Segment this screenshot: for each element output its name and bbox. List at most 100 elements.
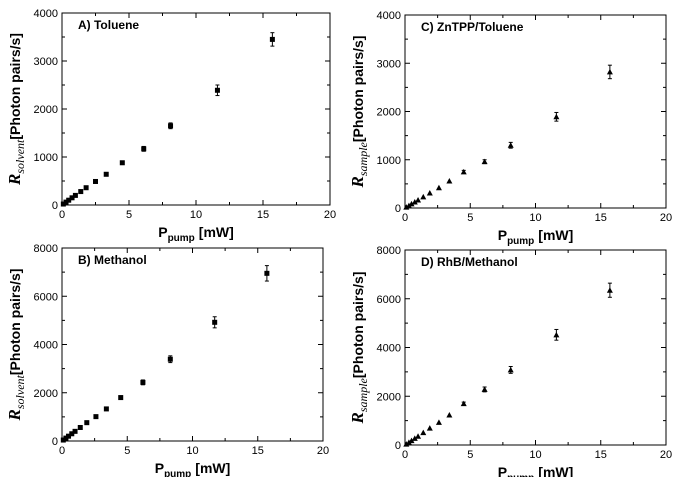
x-axis-label: Ppump [mW] bbox=[498, 464, 574, 477]
data-point bbox=[63, 199, 69, 205]
y-axis-label-unit: [Photon pairs/s] bbox=[7, 33, 23, 140]
x-axis-label-main: P bbox=[158, 224, 167, 240]
panel-title: A) Toluene bbox=[78, 18, 139, 32]
y-axis-label-unit: [Photon pairs/s] bbox=[350, 36, 366, 143]
data-point bbox=[507, 366, 514, 373]
data-point bbox=[426, 425, 433, 431]
x-axis-label-unit: [mW] bbox=[538, 464, 573, 477]
y-tick-label: 8000 bbox=[34, 243, 58, 255]
data-point bbox=[103, 171, 109, 177]
y-axis-label-main: R bbox=[348, 412, 367, 424]
x-axis-label-unit: [mW] bbox=[195, 460, 230, 476]
data-point bbox=[83, 185, 89, 191]
data-point bbox=[446, 177, 453, 184]
x-axis-label-main: P bbox=[498, 464, 507, 477]
x-axis-label-sub: pump bbox=[164, 469, 191, 477]
x-tick-label: 20 bbox=[317, 445, 329, 457]
data-point bbox=[168, 123, 174, 129]
x-tick-label: 0 bbox=[59, 445, 65, 457]
y-tick-label: 4000 bbox=[377, 343, 401, 355]
x-tick-label: 0 bbox=[402, 449, 408, 461]
data-point bbox=[118, 395, 124, 401]
y-tick-label: 0 bbox=[395, 203, 401, 215]
y-tick-label: 3000 bbox=[34, 56, 58, 68]
data-point bbox=[66, 197, 72, 203]
data-point bbox=[140, 379, 146, 385]
data-point bbox=[60, 201, 66, 207]
x-tick-label: 10 bbox=[186, 445, 198, 457]
y-axis-label: Rsolvent[Photon pairs/s] bbox=[5, 269, 27, 422]
y-tick-label: 2000 bbox=[34, 388, 58, 400]
y-tick-label: 2000 bbox=[34, 104, 58, 116]
data-point bbox=[269, 36, 275, 42]
x-axis-label-unit: [mW] bbox=[199, 224, 234, 240]
panel-title: D) RhB/Methanol bbox=[421, 255, 518, 269]
data-point bbox=[481, 158, 488, 165]
x-tick-label: 10 bbox=[190, 209, 202, 221]
data-point bbox=[63, 435, 69, 441]
data-point bbox=[167, 356, 173, 362]
x-tick-label: 10 bbox=[529, 212, 541, 224]
y-axis-label-main: R bbox=[5, 409, 24, 421]
data-point bbox=[93, 414, 99, 420]
data-point bbox=[415, 433, 422, 439]
panel-b: 0 5 10 15 20 0 2000 4000 6000 8000 B) Methanol Ppum… bbox=[5, 243, 329, 477]
data-point bbox=[420, 429, 427, 436]
data-point bbox=[426, 190, 433, 196]
x-axis-label-main: P bbox=[498, 227, 507, 243]
y-axis-label: Rsolvent[Photon pairs/s] bbox=[5, 33, 27, 186]
data-point bbox=[66, 433, 72, 439]
y-axis-label-sub: solvent bbox=[13, 374, 27, 409]
x-tick-label: 5 bbox=[124, 445, 130, 457]
data-point bbox=[415, 197, 422, 203]
data-point bbox=[481, 386, 488, 392]
data-point bbox=[460, 168, 467, 175]
x-tick-label: 15 bbox=[595, 212, 607, 224]
x-axis-label-sub: pump bbox=[507, 473, 534, 477]
x-tick-label: 5 bbox=[467, 212, 473, 224]
data-point bbox=[69, 195, 75, 201]
x-tick-label: 5 bbox=[467, 449, 473, 461]
data-point bbox=[460, 400, 467, 407]
y-tick-label: 2000 bbox=[377, 107, 401, 119]
y-tick-label: 1000 bbox=[377, 155, 401, 167]
x-axis-label-sub: pump bbox=[168, 233, 195, 244]
y-axis-label: Rsample[Photon pairs/s] bbox=[348, 272, 370, 425]
data-point bbox=[411, 435, 418, 441]
y-axis-label-unit: [Photon pairs/s] bbox=[350, 272, 366, 379]
data-point bbox=[103, 406, 109, 412]
y-tick-label: 0 bbox=[52, 436, 58, 448]
data-point bbox=[420, 193, 427, 200]
data-point bbox=[553, 331, 560, 338]
y-tick-label: 4000 bbox=[34, 340, 58, 352]
y-tick-label: 6000 bbox=[34, 291, 58, 303]
x-axis-label-main: P bbox=[155, 460, 164, 476]
plot-frame bbox=[61, 247, 324, 442]
data-point bbox=[72, 428, 78, 434]
x-tick-label: 15 bbox=[252, 445, 264, 457]
data-point bbox=[435, 184, 442, 191]
data-point bbox=[408, 437, 415, 444]
data-point bbox=[84, 420, 90, 426]
y-tick-label: 4000 bbox=[34, 8, 58, 20]
data-point bbox=[119, 160, 125, 166]
data-point bbox=[72, 192, 78, 198]
x-tick-label: 0 bbox=[402, 212, 408, 224]
y-axis-label-sub: sample bbox=[356, 141, 370, 176]
data-point bbox=[553, 113, 560, 120]
data-point bbox=[405, 439, 412, 445]
data-point bbox=[403, 204, 410, 210]
y-tick-label: 0 bbox=[52, 200, 58, 212]
data-point bbox=[60, 437, 66, 443]
x-axis-label: Ppump [mW] bbox=[498, 227, 574, 247]
x-tick-label: 0 bbox=[59, 209, 65, 221]
data-point bbox=[435, 419, 442, 425]
data-point bbox=[78, 189, 84, 195]
x-axis-label-sub: pump bbox=[507, 236, 534, 247]
data-point bbox=[507, 142, 514, 148]
panel-a: 0 5 10 15 20 0 1000 2000 3000 4000 A) Toluene Ppump… bbox=[5, 8, 336, 244]
y-tick-label: 2000 bbox=[377, 391, 401, 403]
y-tick-label: 8000 bbox=[377, 245, 401, 257]
x-tick-label: 20 bbox=[324, 209, 336, 221]
